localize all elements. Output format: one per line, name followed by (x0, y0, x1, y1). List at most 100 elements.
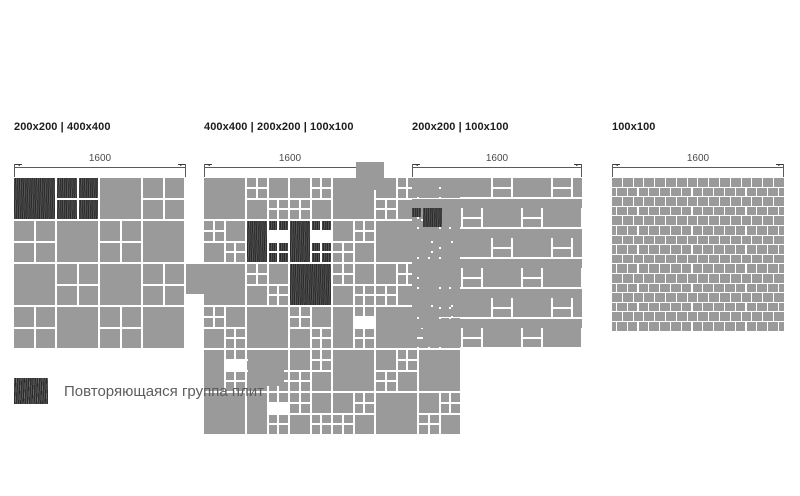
panel-4-dimension-line: 1600 (612, 153, 784, 177)
tile-medium (14, 307, 34, 327)
tile-medium (14, 221, 34, 241)
tile-small (412, 268, 421, 277)
tile-brick (724, 283, 735, 293)
tile-brick (681, 302, 692, 312)
tile-small (553, 178, 562, 187)
tile-brick (703, 302, 714, 312)
tile-medium (513, 178, 532, 197)
tile-brick (644, 216, 655, 225)
tile-medium (376, 264, 396, 284)
tile-large (204, 393, 245, 434)
tile-brick (644, 274, 655, 283)
tile-brick (622, 235, 633, 245)
tile-brick (709, 235, 719, 245)
tile-brick (757, 187, 768, 197)
tile-medium (204, 242, 224, 262)
tile-brick (735, 206, 746, 216)
tile-brick (746, 283, 757, 293)
tile-brick (763, 197, 773, 206)
tile-medium (472, 178, 491, 197)
tile-medium (164, 178, 184, 198)
tile-brick (730, 178, 741, 187)
tile-brick (655, 274, 665, 283)
tile-small (433, 238, 442, 247)
dimension-arrow-right (574, 162, 581, 166)
tile-brick (714, 283, 724, 293)
tile-brick (638, 322, 649, 331)
tile-small (300, 307, 310, 316)
tile-small (268, 296, 278, 305)
tile-small (553, 249, 562, 257)
tile-medium (333, 285, 353, 305)
tile-brick (612, 245, 616, 254)
tile-brick (687, 312, 698, 321)
tile-small (440, 393, 450, 402)
tile-small (268, 242, 278, 252)
tile-brick (692, 187, 703, 197)
tile-small (214, 231, 224, 241)
tile-brick (730, 254, 741, 264)
tile-brick (703, 283, 714, 293)
tile-small (472, 208, 481, 217)
tile-medium (423, 268, 442, 287)
tile-brick (622, 254, 633, 264)
tile-small (472, 328, 481, 337)
tile-brick (735, 322, 746, 331)
tile-brick (714, 245, 724, 254)
tile-medium (412, 229, 442, 238)
tile-small (376, 210, 385, 219)
tile-large (376, 307, 417, 348)
tile-medium (204, 328, 224, 348)
tile-medium (376, 350, 396, 370)
tile-medium (472, 298, 491, 317)
tile-brick (676, 293, 687, 302)
tile-small (376, 199, 385, 209)
tile-brick (752, 312, 763, 321)
tile-small (562, 189, 571, 197)
tile-medium (78, 264, 98, 284)
tile-medium (14, 242, 34, 262)
tile-brick (720, 293, 730, 302)
tile-small (204, 317, 213, 327)
tile-small (268, 253, 278, 262)
tile-brick (768, 226, 778, 235)
tile-brick (757, 226, 768, 235)
tile-brick (698, 274, 709, 283)
tile-medium (268, 264, 288, 284)
tile-brick (660, 322, 670, 331)
dimension-extension-right (783, 155, 784, 177)
tile-brick (724, 226, 735, 235)
tile-brick (703, 206, 714, 216)
tile-brick (741, 197, 752, 206)
tile-brick (655, 216, 665, 225)
tile-medium (423, 208, 442, 227)
tile-brick (612, 293, 622, 302)
tile-small (322, 350, 331, 359)
tile-brick (649, 206, 660, 216)
tile-small (322, 425, 331, 434)
tile-small (463, 268, 472, 277)
tile-small (472, 268, 481, 277)
tile-brick (649, 302, 660, 312)
tile-medium (164, 264, 184, 284)
tile-small (451, 403, 460, 413)
dimension-arrow-left (205, 162, 212, 166)
tile-medium (100, 307, 120, 327)
tile-medium (472, 238, 491, 257)
tile-small (562, 298, 571, 307)
tile-small (279, 414, 288, 424)
tile-small (502, 189, 511, 197)
tile-small (365, 328, 374, 338)
tile-small (493, 249, 502, 257)
tile-small (236, 328, 245, 338)
tile-brick (774, 254, 784, 264)
tile-brick (627, 302, 638, 312)
tile-small (225, 253, 235, 262)
tile-small (562, 309, 571, 317)
tile-small (322, 188, 331, 198)
tile-large (14, 264, 55, 305)
tile-brick (622, 197, 633, 206)
tile-medium (290, 350, 310, 370)
tile-large (143, 307, 184, 348)
tile-small (502, 238, 511, 247)
